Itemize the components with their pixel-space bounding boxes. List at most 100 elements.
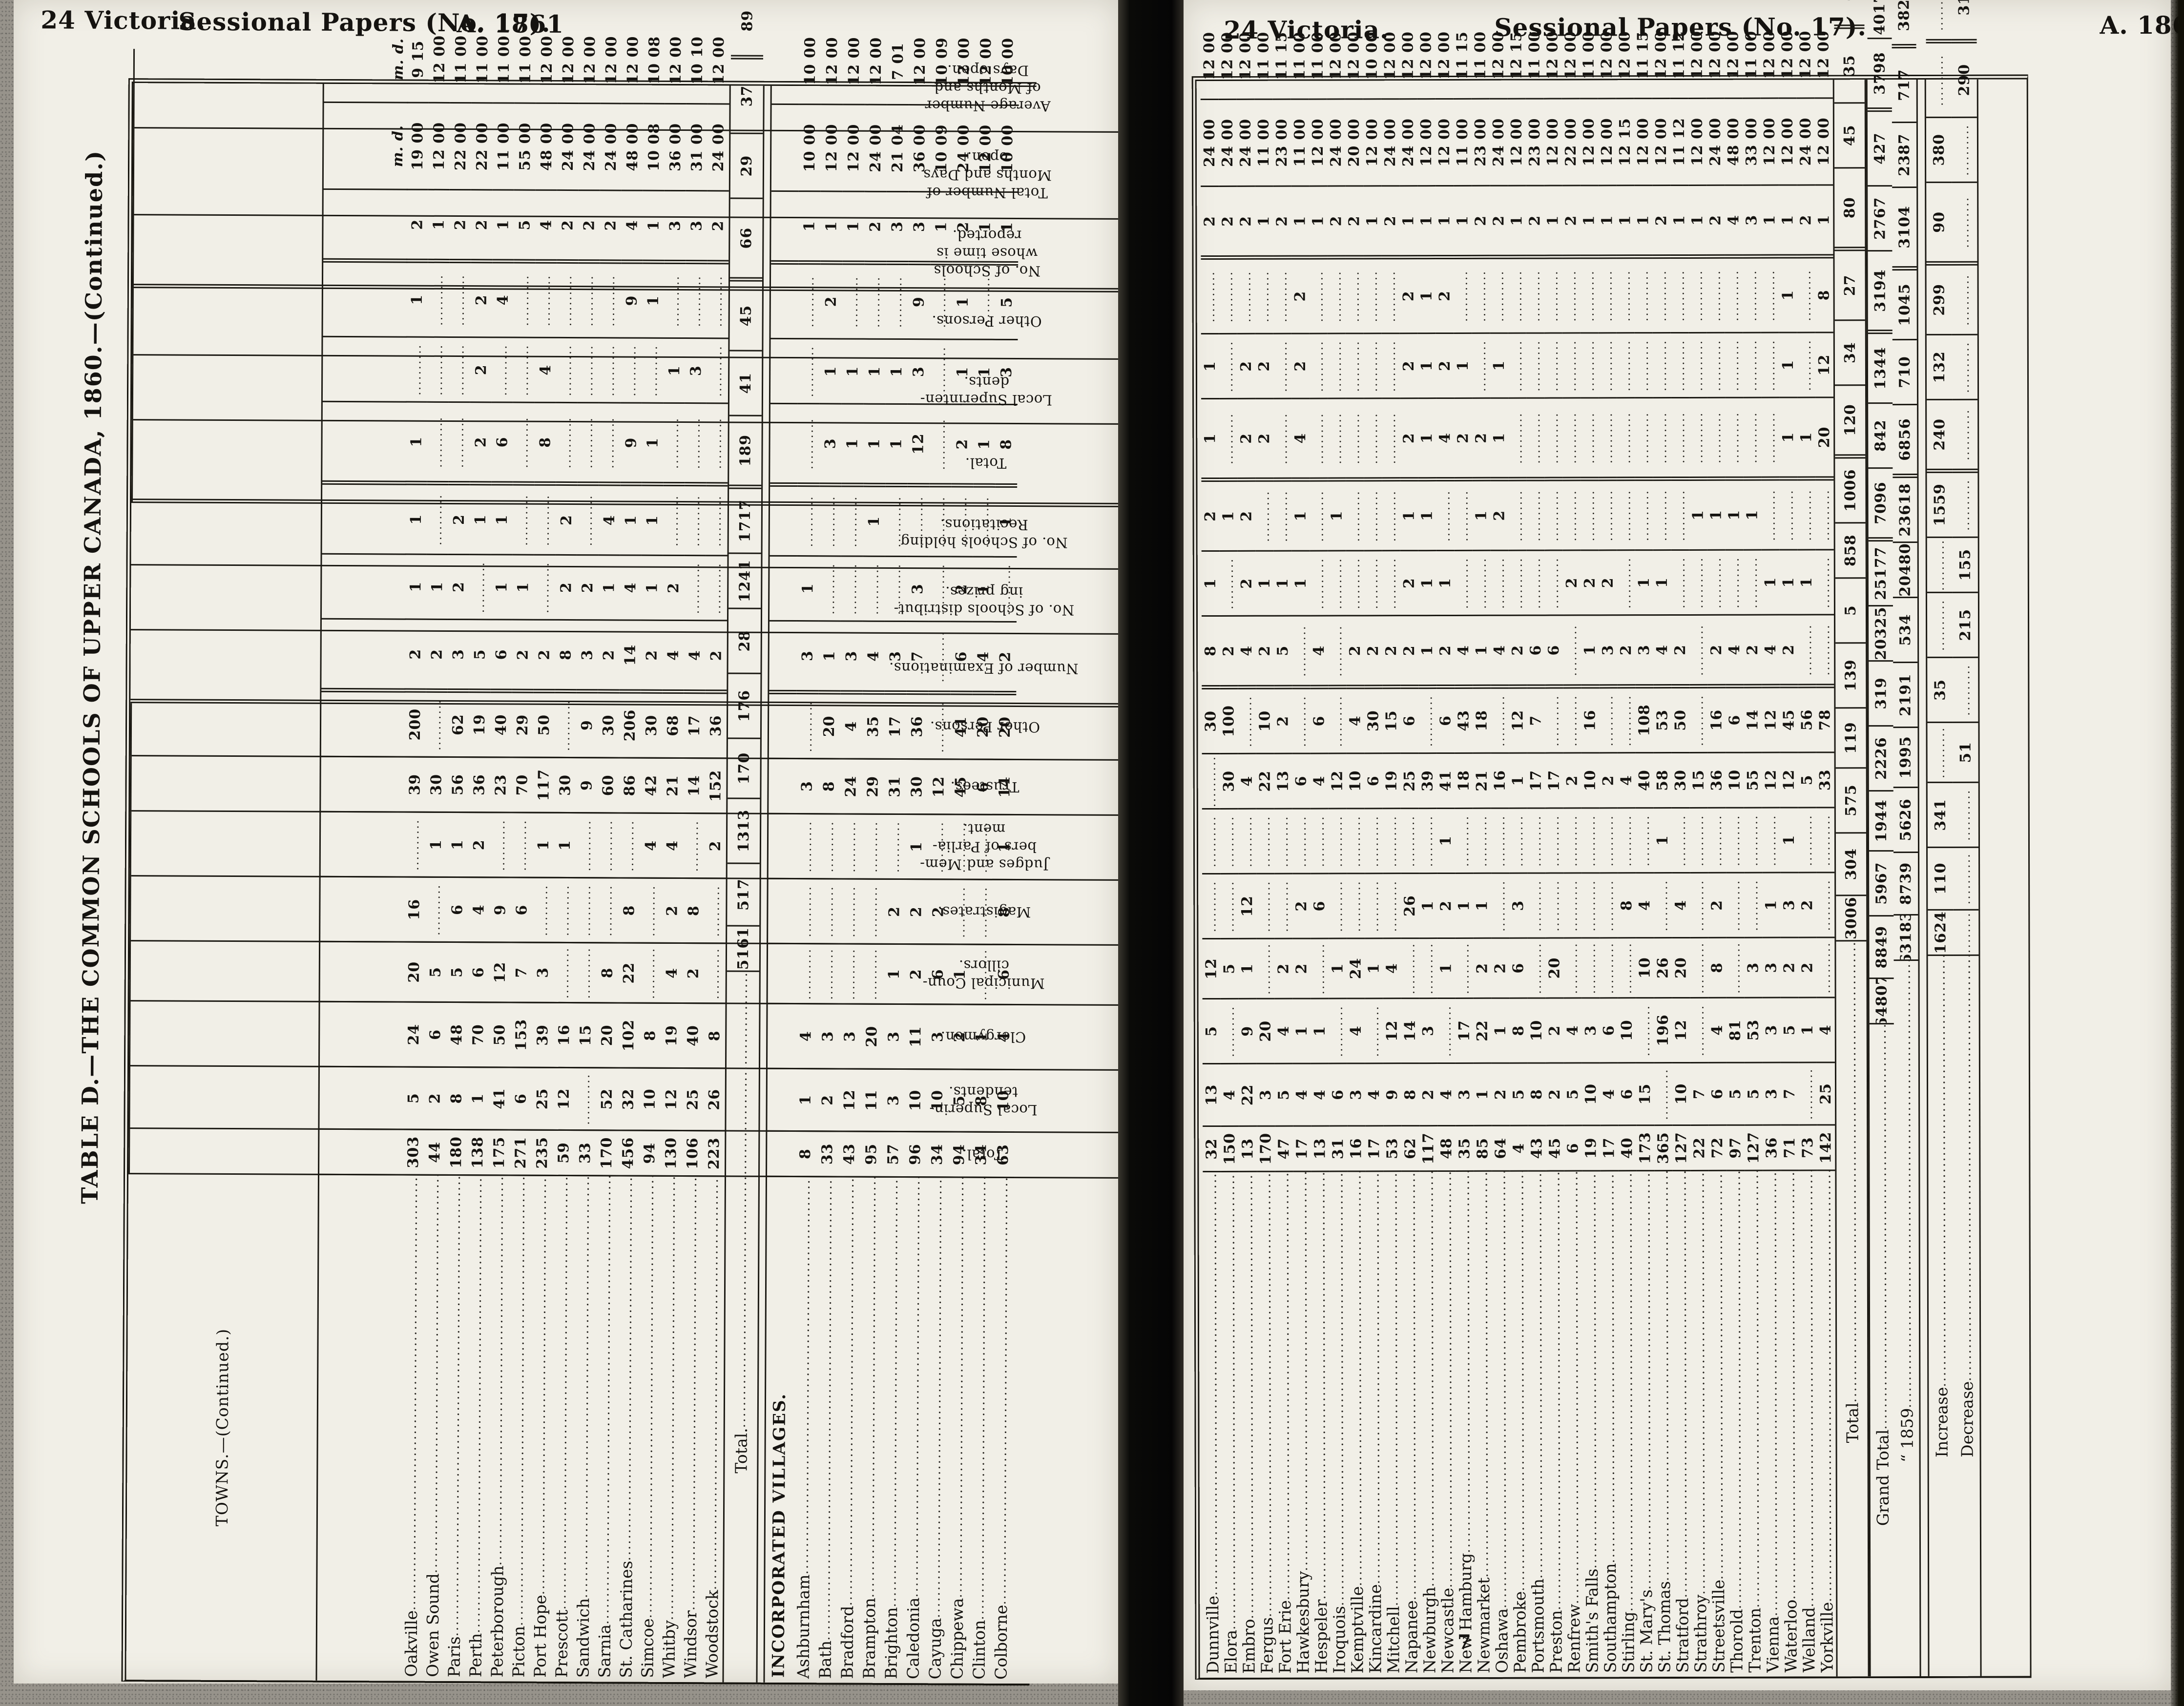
cell [1346,399,1364,482]
cell: 22 [1690,1125,1709,1171]
cell [1401,939,1419,999]
cell: 1 [1779,398,1798,481]
cell: 45 [1546,1126,1564,1172]
row-label: Welland [1799,1171,1818,1676]
dotted-leader [1765,1171,1780,1617]
row-label-text: New Hamburg [1456,1553,1475,1673]
cell [1273,334,1292,399]
left-table: TOWNS.—(Continued.) SCHOOL VISITS. Total. L… [121,0,1841,1686]
row-label: Simcoe [636,1177,660,1682]
cell [1544,259,1562,334]
table-row: Grand Total 64807884959671944222631920325… [1866,0,1895,1677]
cell: 12 00 [1399,13,1417,100]
cell: 2 [1400,616,1419,689]
column-group: Number of Examinations. No. of Schools di… [130,496,1838,711]
cell [1365,999,1383,1064]
cell: 22 [1473,999,1492,1064]
cell [1526,333,1545,399]
cell [1706,333,1726,398]
cell [1382,809,1401,874]
cell: 5 [1563,1063,1582,1126]
cell: 4 [1238,616,1256,689]
cell: 1 [973,405,996,488]
cell: 1 [1689,480,1707,551]
cell: 13 [1274,754,1292,810]
row-label: St. Mary's [1636,1171,1655,1677]
cell: 17 [1527,753,1545,809]
cell [1527,809,1546,874]
row-label-text: Brampton [859,1598,879,1679]
cell [1274,874,1293,939]
dotted-leader [1313,1172,1329,1600]
cell [1364,809,1383,874]
dotted-leader [1277,1172,1292,1601]
cell: 2 [1473,938,1492,999]
cell [1526,398,1545,481]
cell: 16 [1491,753,1509,809]
cell: 43 [1528,1126,1546,1172]
cell: 155 [1952,538,1978,593]
cell: 24 00 [1218,100,1237,187]
cell [1581,874,1600,939]
cell [1816,938,1835,999]
cell [769,621,797,695]
cell: 6 [1618,1063,1637,1126]
cell: 2 [1491,938,1510,999]
cell: 1006 [1835,458,1866,524]
cell: 31 [1329,1126,1348,1172]
cell: 11 00 [1525,12,1544,100]
cell: 2 [1399,334,1418,399]
row-label-text: Hawkesbury [1293,1571,1312,1674]
cell: 12 00 [1598,99,1617,187]
cell [1327,334,1346,399]
cell: 97 [1726,1125,1745,1171]
cell: 78 [1816,688,1834,753]
cell [1653,481,1671,551]
cell: 304 [1835,833,1867,896]
cell: 12 00 [1200,13,1219,101]
cell: 3 [819,404,842,487]
cell: 1045 [1892,270,1917,341]
cell: 22 [1238,1064,1257,1127]
cell [1454,551,1473,616]
cell [1689,808,1708,874]
cell [1599,481,1617,551]
row-label-text: Streetsville [1709,1580,1728,1673]
cell: 2 [1509,616,1527,689]
cell: 12 00 [1435,12,1454,100]
dotted-leader [1638,1171,1654,1589]
dotted-leader [1566,1171,1581,1604]
cell: 4 [1310,754,1329,810]
cell: 1 [1761,186,1779,259]
row-label-text: Windsor [681,1610,700,1679]
row-label-text: Owen Sound [423,1573,442,1677]
row-label-text: Sarnia [595,1624,614,1678]
row-label: Portsmouth [1528,1172,1547,1677]
cell: 1 [1417,187,1436,260]
cell: 40172 20 [1867,0,1892,40]
cell: 30 [1364,689,1383,754]
cell [1689,550,1708,616]
cell [1953,910,1979,956]
cell [1927,593,1953,658]
row-label: Fergus [1257,1172,1276,1678]
cell: 11 15 [1272,13,1291,100]
cell: 2 [1599,551,1618,616]
cell: 8 [1202,616,1220,690]
cell: 1 [1400,481,1418,552]
cell [1581,481,1599,551]
cell: 12 00 [1218,13,1237,100]
cell: 35 [1834,29,1865,104]
cell: 19 [1382,754,1401,810]
cell: 2 [1419,1064,1438,1127]
cell: 1 [1418,551,1437,617]
cell [1725,398,1744,481]
cell [1310,939,1329,999]
cell: 4 [1636,874,1654,939]
cell: 20 [1256,999,1275,1064]
cell: 16 [1707,688,1726,753]
dotted-leader [1602,1171,1618,1563]
row-label: Stirling [1618,1171,1637,1677]
row-label-text: Chippewa [947,1598,967,1680]
cell: 1 [1365,939,1383,999]
